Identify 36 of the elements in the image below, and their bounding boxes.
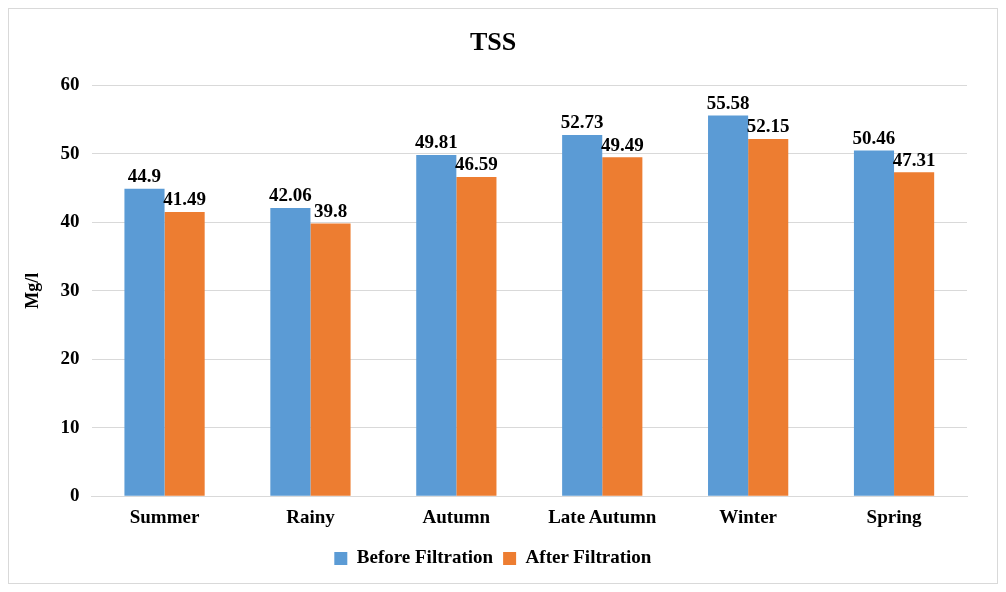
data-label: 49.81	[414, 131, 458, 153]
bar	[562, 135, 603, 496]
bar	[602, 157, 643, 496]
y-tick-label: 10	[60, 415, 80, 437]
legend-label: After Filtration	[525, 546, 652, 568]
y-axis-title: Mg/l	[22, 272, 43, 309]
x-tick-label: Winter	[719, 505, 778, 527]
data-label: 42.06	[269, 184, 312, 206]
y-tick-label: 0	[70, 484, 80, 506]
data-label: 52.73	[560, 111, 604, 133]
x-tick-label: Spring	[866, 505, 922, 527]
x-tick-label: Rainy	[286, 505, 336, 527]
bar	[164, 211, 205, 496]
data-label: 44.9	[127, 165, 162, 187]
bar	[124, 188, 165, 496]
bar	[853, 150, 895, 496]
bar	[748, 138, 789, 496]
bar	[270, 208, 311, 496]
y-tick-label: 20	[60, 347, 80, 369]
bar	[416, 155, 457, 496]
data-label: 39.8	[313, 199, 348, 221]
x-tick-label: Autumn	[422, 505, 491, 527]
bar	[894, 172, 935, 496]
data-label: 50.46	[852, 126, 896, 148]
y-tick-label: 50	[60, 141, 80, 163]
bar	[708, 115, 749, 496]
legend-label: Before Filtration	[356, 546, 494, 568]
y-tick-label: 30	[60, 278, 80, 300]
x-tick-label: Summer	[129, 505, 200, 527]
data-label: 55.58	[706, 91, 750, 113]
chart-title: TSS	[469, 27, 517, 57]
x-tick-label: Late Autumn	[548, 505, 657, 527]
y-tick-label: 40	[60, 210, 80, 232]
bar	[456, 177, 497, 496]
y-tick-label: 60	[60, 73, 80, 95]
bar	[310, 223, 351, 496]
